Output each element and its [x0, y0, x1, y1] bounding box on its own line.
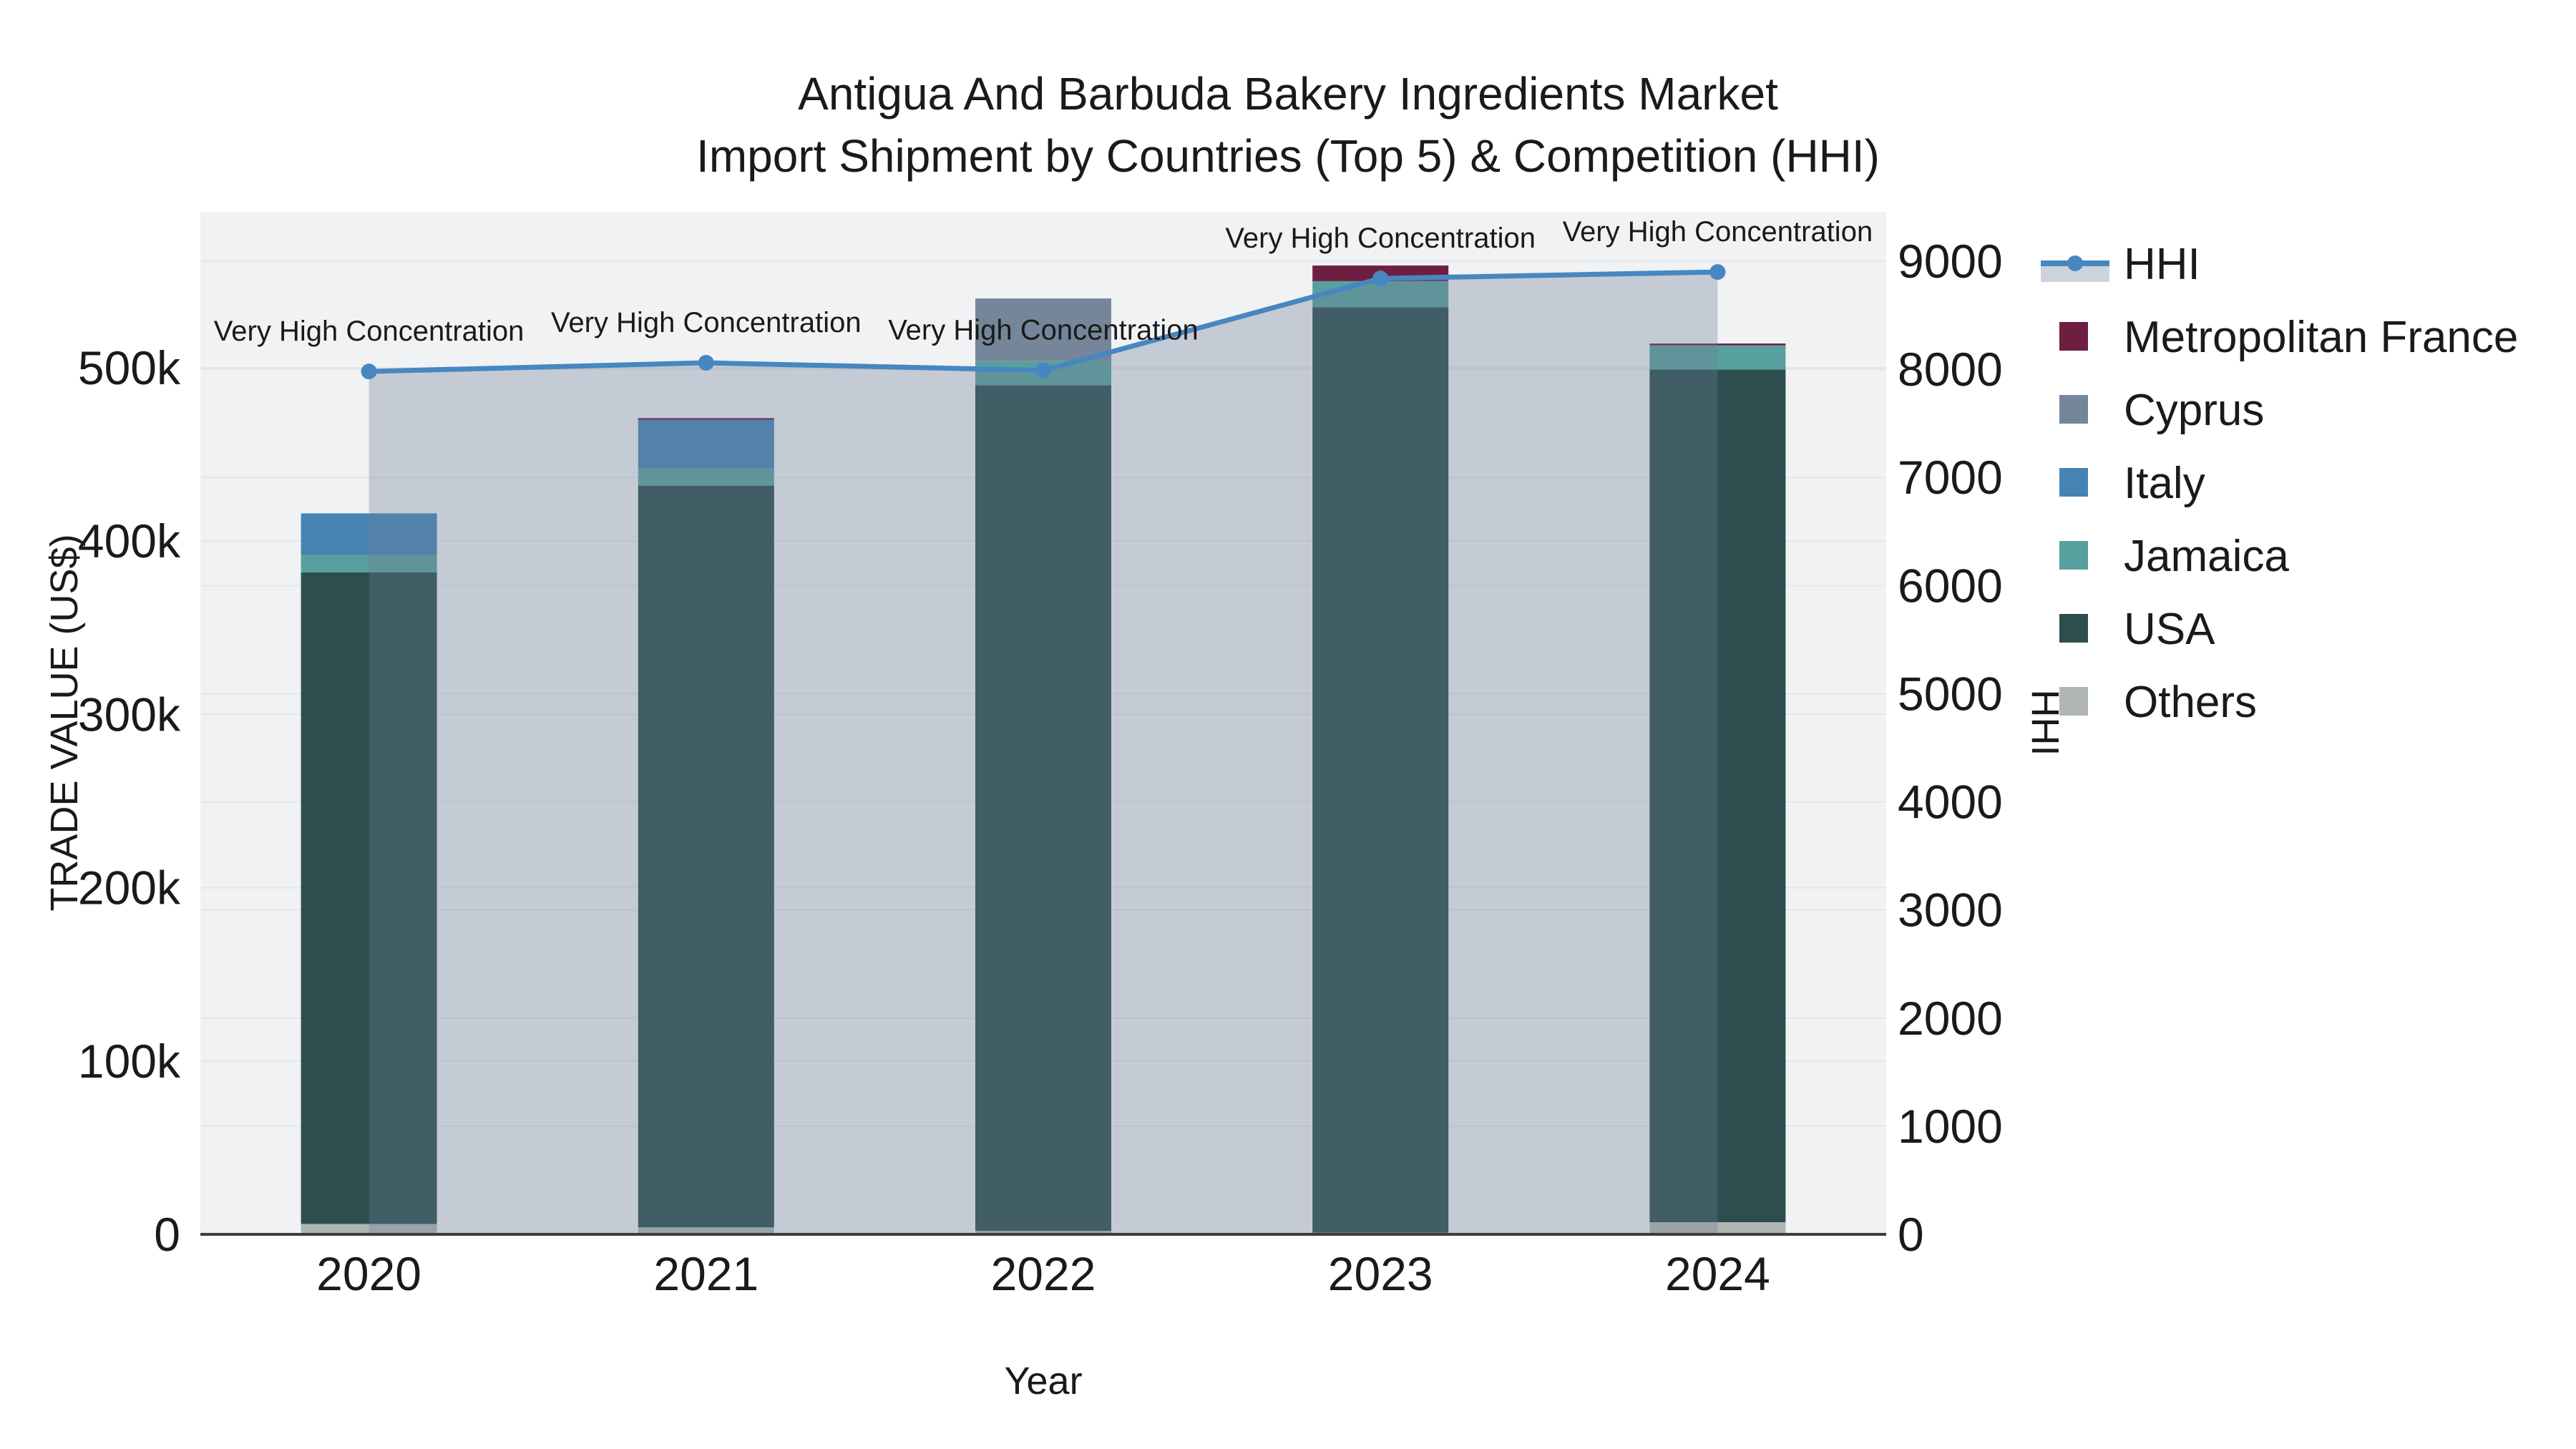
x-tick-2020: 2020 [316, 1247, 421, 1300]
bar-2021-Jamaica[interactable] [638, 468, 774, 486]
y-right-tick-2000: 2000 [1898, 992, 2003, 1045]
y-right-tick-1000: 1000 [1898, 1100, 2003, 1153]
legend-swatch-USA [2059, 614, 2088, 643]
bar-2021-Italy[interactable] [638, 419, 774, 469]
y-right-tick-0: 0 [1898, 1208, 1924, 1261]
legend-swatch-Metropolitan France [2059, 322, 2088, 351]
chart-title-line2: Import Shipment by Countries (Top 5) & C… [696, 130, 1880, 182]
x-tick-2023: 2023 [1328, 1247, 1433, 1300]
bar-2021-Others[interactable] [638, 1227, 774, 1234]
y-right-tick-3000: 3000 [1898, 884, 2003, 937]
bar-2020-Jamaica[interactable] [301, 555, 437, 572]
annotation-2024: Very High Concentration [1563, 216, 1873, 248]
bar-2021-USA[interactable] [638, 485, 774, 1228]
y-left-tick-0: 0 [154, 1208, 180, 1261]
y-right-tick-9000: 9000 [1898, 235, 2003, 288]
chart-title-line1: Antigua And Barbuda Bakery Ingredients M… [798, 68, 1778, 119]
x-tick-2024: 2024 [1665, 1247, 1770, 1300]
hhi-area [369, 272, 1718, 1235]
legend-hhi-marker-icon [2067, 255, 2083, 271]
hhi-marker-2021[interactable] [698, 355, 714, 371]
legend-label-Jamaica: Jamaica [2124, 532, 2289, 581]
annotation-2021: Very High Concentration [551, 307, 862, 338]
legend-item-Italy[interactable]: Italy [2059, 459, 2205, 508]
bar-2024-Jamaica[interactable] [1649, 345, 1786, 370]
annotation-2020: Very High Concentration [214, 316, 525, 347]
annotation-2022: Very High Concentration [888, 315, 1199, 346]
hhi-marker-2023[interactable] [1372, 270, 1389, 287]
bar-2020-Italy[interactable] [301, 513, 437, 555]
legend-item-Others[interactable]: Others [2059, 678, 2257, 727]
legend-label-HHI: HHI [2124, 240, 2200, 289]
y-left-tick-400k: 400k [78, 514, 181, 567]
bar-2020-Others[interactable] [301, 1224, 437, 1234]
legend-label-Cyprus: Cyprus [2124, 386, 2264, 435]
hhi-marker-2020[interactable] [361, 364, 377, 380]
legend-label-Italy: Italy [2124, 459, 2205, 508]
chart-title: Antigua And Barbuda Bakery Ingredients M… [0, 63, 2576, 187]
y-right-tick-7000: 7000 [1898, 451, 2003, 504]
legend-label-USA: USA [2124, 605, 2215, 654]
y-left-tick-200k: 200k [78, 862, 181, 914]
y-left-tick-300k: 300k [78, 688, 181, 741]
bar-2022-USA[interactable] [975, 385, 1111, 1231]
legend-swatch-Jamaica [2059, 541, 2088, 570]
legend-swatch-Cyprus [2059, 395, 2088, 424]
legend-item-USA[interactable]: USA [2059, 605, 2215, 654]
y-left-tick-500k: 500k [78, 341, 181, 394]
legend-item-Jamaica[interactable]: Jamaica [2059, 532, 2289, 581]
legend-label-Metropolitan France: Metropolitan France [2124, 313, 2518, 362]
legend-swatch-Others [2059, 687, 2088, 716]
bar-2024-Metropolitan France[interactable] [1649, 343, 1786, 346]
hhi-marker-2022[interactable] [1035, 362, 1051, 379]
bar-2024-Others[interactable] [1649, 1222, 1786, 1234]
bar-2024-USA[interactable] [1649, 369, 1786, 1223]
hhi-marker-2024[interactable] [1709, 264, 1726, 280]
legend-label-Others: Others [2124, 678, 2257, 727]
y-right-tick-5000: 5000 [1898, 667, 2003, 720]
bar-2020-USA[interactable] [301, 572, 437, 1224]
x-tick-2022: 2022 [991, 1247, 1096, 1300]
legend-item-Metropolitan France[interactable]: Metropolitan France [2059, 313, 2518, 362]
x-tick-2021: 2021 [653, 1247, 758, 1300]
bar-2023-USA[interactable] [1312, 307, 1449, 1233]
y-right-tick-4000: 4000 [1898, 776, 2003, 829]
legend-item-Cyprus[interactable]: Cyprus [2059, 386, 2264, 435]
y-right-tick-8000: 8000 [1898, 343, 2003, 396]
y-left-axis-title: TRADE VALUE (US$) [43, 534, 86, 911]
legend-item-HHI[interactable]: HHI [2041, 240, 2200, 289]
x-axis-title: Year [1004, 1360, 1082, 1402]
bar-2021-Metropolitan France[interactable] [638, 418, 774, 420]
bar-2022-Others[interactable] [975, 1231, 1111, 1234]
y-right-tick-6000: 6000 [1898, 559, 2003, 612]
annotation-2023: Very High Concentration [1225, 223, 1536, 254]
y-left-tick-100k: 100k [78, 1035, 181, 1088]
legend-swatch-Italy [2059, 468, 2088, 497]
bar-2022-Cyprus[interactable] [975, 298, 1111, 361]
